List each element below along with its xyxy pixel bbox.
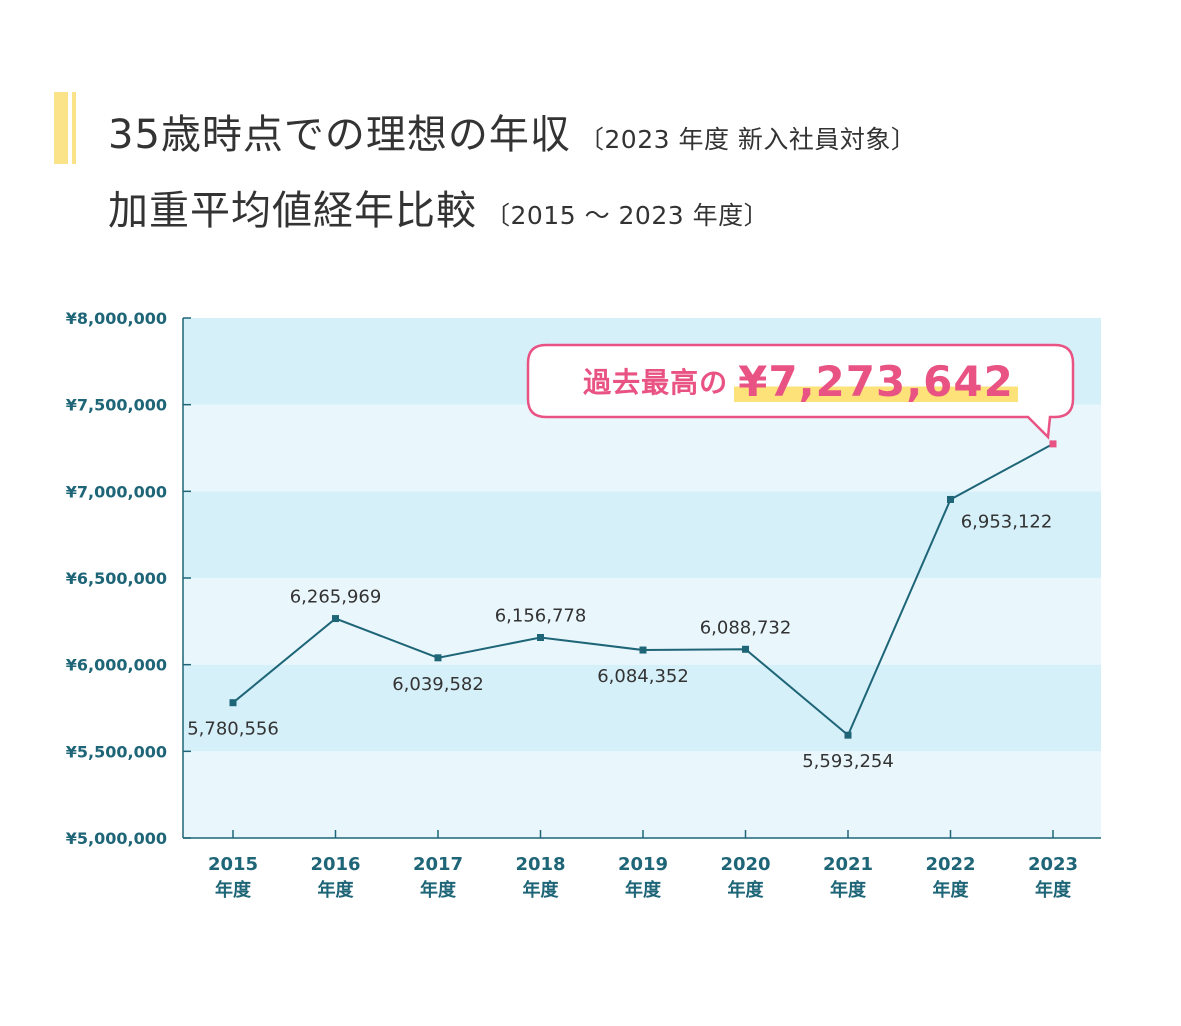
grid-band (183, 751, 1101, 838)
data-point (537, 633, 544, 641)
title-sub: 〔2023 年度 新入社員対象〕 (578, 125, 917, 154)
x-tick-sublabel: 年度 (318, 879, 355, 901)
data-label: 5,593,254 (802, 751, 894, 772)
data-point (742, 645, 749, 653)
subtitle-range: 〔2015 ～ 2023 年度〕 (485, 201, 770, 230)
y-tick-label: ¥8,000,000 (66, 309, 167, 328)
callout-value: ¥7,273,642 (734, 356, 1018, 406)
y-tick-label: ¥5,500,000 (66, 742, 167, 761)
data-label: 6,265,969 (290, 587, 382, 608)
x-tick-label: 2015 (208, 854, 258, 875)
y-tick-label: ¥6,500,000 (66, 569, 167, 588)
y-tick-label: ¥6,000,000 (66, 656, 167, 675)
data-point (1049, 440, 1057, 448)
title-line-1: 35歳時点での理想の年収 〔2023 年度 新入社員対象〕 (108, 102, 916, 160)
x-tick-sublabel: 年度 (215, 879, 252, 901)
data-label: 6,084,352 (597, 666, 689, 687)
data-label: 5,780,556 (187, 719, 279, 740)
data-point (434, 654, 442, 662)
data-point (229, 699, 237, 707)
data-label: 6,953,122 (961, 511, 1053, 532)
data-point (947, 495, 954, 503)
data-label: 6,156,778 (495, 605, 587, 626)
x-tick-sublabel: 年度 (728, 879, 765, 901)
grid-band (183, 491, 1101, 578)
x-tick-label: 2016 (310, 854, 360, 875)
x-tick-sublabel: 年度 (933, 879, 970, 901)
callout-text: 過去最高の ¥7,273,642 (528, 345, 1073, 417)
title-main: 35歳時点での理想の年収 (108, 112, 571, 158)
x-tick-sublabel: 年度 (830, 879, 867, 901)
y-tick-label: ¥7,500,000 (66, 396, 167, 415)
callout-prefix: 過去最高の (583, 366, 729, 399)
x-tick-label: 2017 (413, 854, 463, 875)
title-accent-bar (54, 92, 76, 164)
subtitle-main: 加重平均値経年比較 (108, 188, 477, 234)
grid-band (183, 404, 1101, 492)
y-tick-label: ¥5,000,000 (66, 829, 167, 848)
x-tick-label: 2019 (618, 854, 668, 875)
data-label: 6,039,582 (392, 674, 484, 695)
data-point (844, 731, 852, 739)
x-tick-sublabel: 年度 (625, 879, 662, 901)
x-tick-label: 2021 (823, 854, 873, 875)
y-tick-label: ¥7,000,000 (66, 482, 167, 501)
x-tick-sublabel: 年度 (523, 879, 560, 901)
x-tick-label: 2022 (925, 854, 975, 875)
x-tick-sublabel: 年度 (1035, 879, 1072, 901)
data-label: 6,088,732 (700, 617, 792, 638)
data-point (332, 615, 339, 623)
record-high-callout: 過去最高の ¥7,273,642 (526, 343, 1075, 440)
x-tick-label: 2023 (1028, 854, 1078, 875)
title-line-2: 加重平均値経年比較 〔2015 ～ 2023 年度〕 (108, 178, 769, 236)
data-point (639, 646, 647, 654)
x-tick-label: 2020 (720, 854, 770, 875)
grid-band (183, 664, 1101, 752)
x-tick-label: 2018 (515, 854, 565, 875)
x-tick-sublabel: 年度 (420, 879, 457, 901)
